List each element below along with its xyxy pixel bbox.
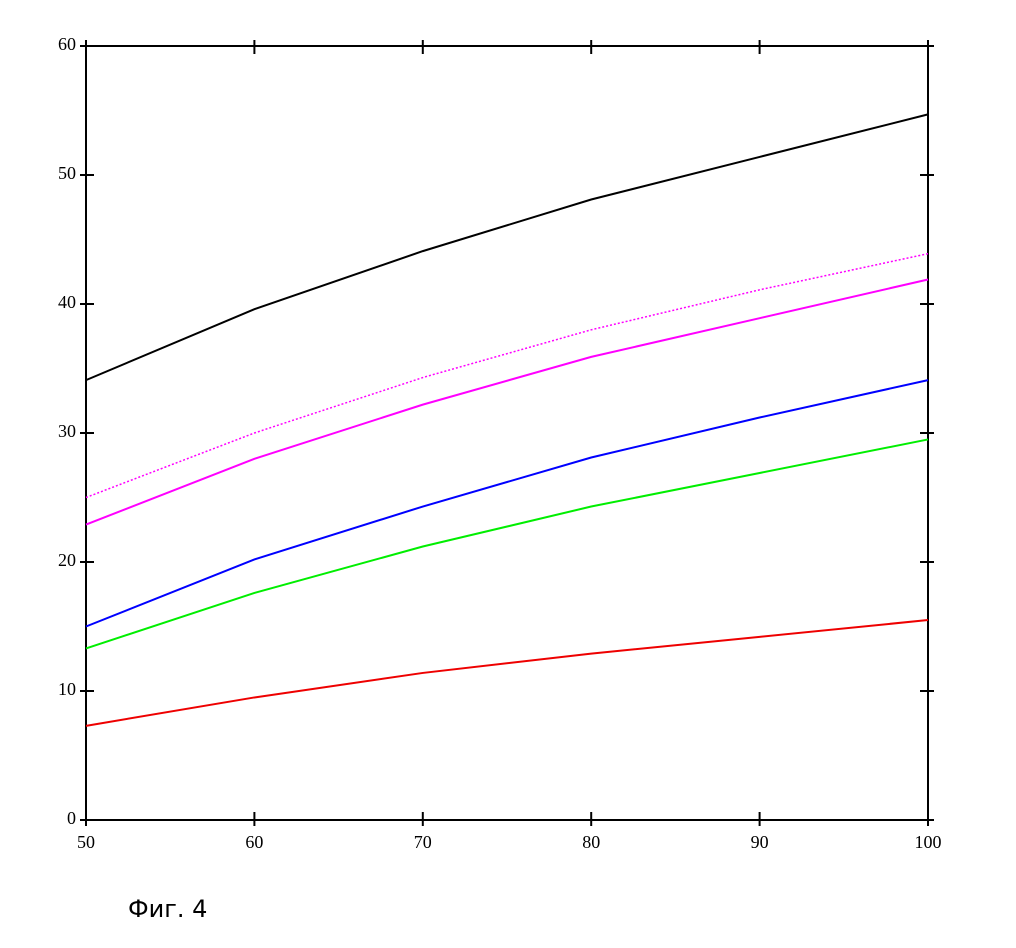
y-tick-label: 40 bbox=[58, 292, 76, 312]
y-tick-label: 50 bbox=[58, 163, 76, 183]
series-line bbox=[85, 113, 929, 382]
x-tick-label: 100 bbox=[915, 832, 942, 852]
y-tick-label: 60 bbox=[58, 34, 76, 54]
y-tick-label: 20 bbox=[58, 550, 76, 570]
y-tick-label: 10 bbox=[58, 679, 76, 699]
x-tick-label: 80 bbox=[582, 832, 600, 852]
series-line bbox=[85, 252, 929, 499]
x-tick-label: 90 bbox=[751, 832, 769, 852]
y-tick-label: 0 bbox=[67, 808, 76, 828]
series-line bbox=[85, 619, 929, 727]
series-line bbox=[85, 278, 929, 526]
series-line bbox=[85, 379, 929, 628]
x-tick-label: 70 bbox=[414, 832, 432, 852]
x-tick-label: 50 bbox=[77, 832, 95, 852]
y-tick-label: 30 bbox=[58, 421, 76, 441]
caption: Фиг. 4 bbox=[128, 895, 207, 923]
series-line bbox=[85, 438, 929, 650]
x-tick-label: 60 bbox=[245, 832, 263, 852]
